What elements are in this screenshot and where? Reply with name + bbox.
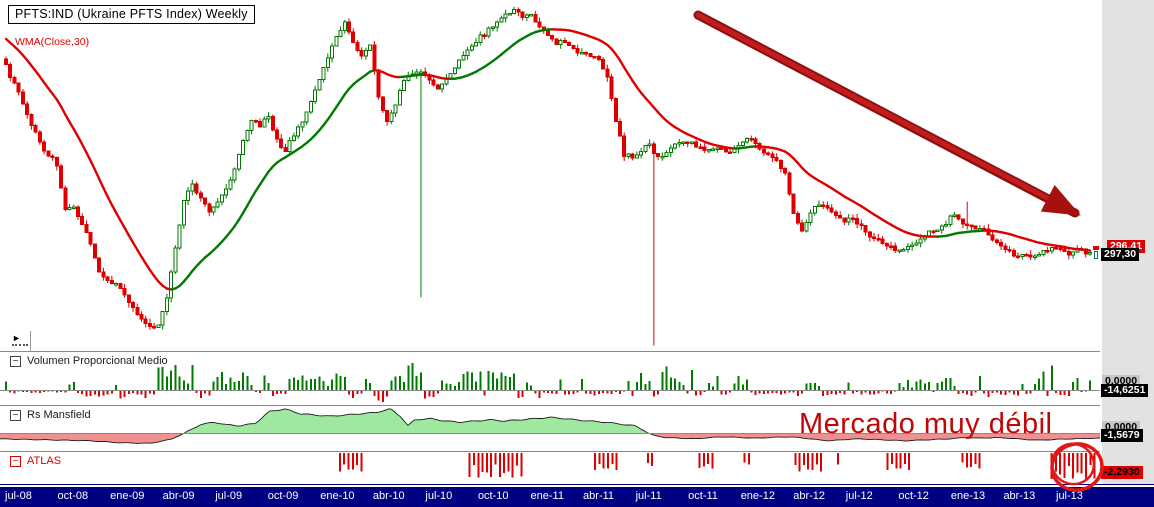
- volume-value-label: -14,6251: [1101, 384, 1149, 397]
- axis-date-label: abr-10: [372, 490, 405, 502]
- wma-line: [4, 28, 1092, 291]
- axis-date-label: jul-09: [215, 490, 243, 502]
- time-axis[interactable]: jul-08 oct-08 ene-09 abr-09 jul-09 oct-09 ene-…: [0, 487, 1154, 507]
- volume-panel-canvas[interactable]: [0, 352, 1100, 404]
- panel-separator: [0, 405, 1100, 406]
- mansfield-panel-title: Rs Mansfield: [27, 409, 91, 421]
- axis-border-gap: [0, 485, 1154, 487]
- mansfield-panel-canvas[interactable]: [0, 406, 1100, 451]
- last-candle-marker: [1094, 251, 1098, 259]
- axis-date-label: abr-11: [583, 490, 615, 502]
- collapse-atlas-button[interactable]: −: [10, 455, 21, 467]
- axis-date-label: oct-08: [57, 490, 89, 502]
- volume-bars: [5, 363, 1091, 402]
- atlas-panel-header: − ATLAS: [10, 455, 61, 467]
- axis-date-label: ene-09: [110, 490, 145, 502]
- pane-divider: [30, 331, 31, 351]
- axis-date-label: jul-08: [5, 490, 32, 502]
- volume-panel-header: − Volumen Proporcional Medio: [10, 355, 168, 367]
- wma-indicator-label[interactable]: WMA(Close,30): [15, 36, 90, 48]
- collapse-mansfield-button[interactable]: −: [10, 409, 21, 421]
- atlas-bars: [338, 453, 1096, 479]
- last-close-label: 297,30: [1101, 248, 1140, 261]
- mansfield-area: [0, 408, 1100, 444]
- axis-date-label: jul-12: [845, 490, 873, 502]
- axis-date-label: abr-13: [1003, 490, 1036, 502]
- wma-end-marker: [1093, 246, 1099, 250]
- collapse-volume-button[interactable]: −: [10, 355, 21, 367]
- axis-date-label: jul-13: [1056, 490, 1083, 502]
- atlas-value-label: -2,2930: [1101, 466, 1143, 479]
- mansfield-panel-header: − Rs Mansfield: [10, 409, 91, 421]
- atlas-panel-title: ATLAS: [27, 455, 62, 467]
- mansfield-zero-line: [0, 433, 1100, 434]
- mansfield-value-label: -1,5679: [1101, 429, 1143, 442]
- axis-date-label: oct-10: [477, 490, 509, 502]
- axis-date-label: jul-10: [425, 490, 453, 502]
- axis-date-label: ene-11: [530, 490, 564, 502]
- axis-date-label: ene-12: [740, 490, 775, 502]
- axis-date-label: ene-13: [950, 490, 986, 502]
- axis-date-label: jul-11: [635, 490, 662, 502]
- axis-date-label: oct-12: [898, 490, 929, 502]
- panel-separator: [0, 351, 1100, 352]
- axis-date-label: ene-10: [320, 490, 355, 502]
- panel-separator: [0, 451, 1100, 452]
- axis-date-label: abr-12: [793, 490, 826, 502]
- volume-panel-title: Volumen Proporcional Medio: [27, 355, 168, 367]
- axis-date-label: abr-09: [162, 490, 195, 502]
- scroll-right-icon[interactable]: ►: [12, 332, 28, 346]
- instrument-title-box[interactable]: PFTS:IND (Ukraine PFTS Index) Weekly: [8, 5, 255, 24]
- axis-date-label: oct-09: [267, 490, 299, 502]
- volume-zero-line: [0, 390, 1100, 391]
- axis-border: [0, 484, 1154, 485]
- atlas-panel-canvas[interactable]: [0, 452, 1100, 484]
- axis-date-label: oct-11: [688, 490, 718, 502]
- candlesticks: [4, 6, 1092, 346]
- price-chart-canvas[interactable]: [0, 0, 1100, 351]
